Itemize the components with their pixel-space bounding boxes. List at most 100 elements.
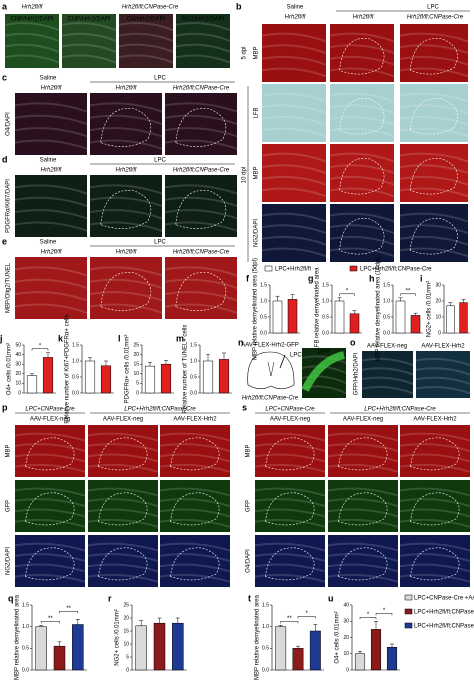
error-bar [275, 295, 280, 301]
error-bar [374, 621, 378, 630]
y-tick-label: 30 [15, 362, 21, 368]
texture [415, 376, 471, 385]
bar [287, 299, 298, 334]
y-tick-label: 40 [343, 602, 349, 608]
y-tick-label: 10 [15, 381, 21, 387]
micrograph [90, 175, 162, 237]
texture [361, 357, 414, 367]
texture [89, 291, 163, 302]
texture [61, 54, 117, 64]
y-tick-label: 1.5 [262, 602, 269, 608]
label: CNP/Hrh2/DAPI [10, 17, 53, 23]
texture [399, 432, 471, 442]
texture [399, 487, 471, 497]
texture [329, 55, 395, 66]
error-bar [337, 297, 342, 301]
texture [14, 453, 86, 463]
error-bar [461, 299, 466, 303]
texture [327, 573, 399, 583]
micrograph [62, 14, 116, 68]
panel-letter: q [8, 593, 14, 603]
texture [261, 152, 327, 163]
texture [14, 487, 86, 497]
texture [4, 54, 60, 64]
texture [87, 443, 159, 452]
legend-label: LPC+Hrh2fl/fl;CNPase-Cre [360, 267, 432, 273]
texture [399, 115, 469, 126]
lesion-outline [410, 547, 460, 581]
texture [164, 266, 238, 277]
y-tick-label: 0.0 [260, 330, 267, 336]
texture [164, 278, 238, 289]
texture [261, 44, 327, 54]
label: Saline [40, 76, 57, 82]
label: Hrh2fl/fl;CNPase-Cre [242, 396, 299, 402]
label: GFP/Hrh2/DAPI [354, 352, 360, 395]
y-axis-label: LFB relative demyelinated area [315, 267, 321, 351]
micrograph [362, 351, 413, 398]
texture [164, 221, 238, 232]
micrograph [160, 425, 230, 477]
label: Saline [287, 5, 304, 11]
texture [254, 553, 326, 562]
lesion-outline [98, 492, 148, 526]
panel-letter: i [420, 273, 423, 283]
texture [399, 453, 471, 463]
texture [261, 92, 327, 103]
texture [361, 376, 414, 385]
texture [159, 463, 231, 473]
y-tick-label: 30 [343, 619, 349, 625]
texture [87, 432, 159, 442]
lesion-outline [175, 108, 227, 147]
y-tick-label: 1.5 [22, 602, 29, 608]
lesion-outline [170, 547, 220, 581]
texture [399, 235, 469, 246]
y-tick-label: 1.0 [22, 624, 29, 630]
bar [386, 647, 398, 671]
lesion-outline [339, 158, 385, 195]
texture [301, 375, 347, 384]
label: Hrh2fl/fl;CNPase-Cre [173, 86, 230, 92]
label: MBP [254, 46, 260, 59]
micrograph [330, 84, 394, 142]
texture [415, 386, 471, 395]
texture [327, 487, 399, 497]
texture [14, 463, 86, 473]
error-bar [148, 362, 152, 367]
texture [164, 184, 238, 195]
significance-bracket [280, 621, 299, 624]
significance-label: ** [48, 616, 53, 622]
texture [399, 542, 471, 552]
significance-bracket [359, 617, 377, 620]
y-tick-label: 0.0 [22, 667, 29, 673]
micrograph [15, 425, 85, 477]
label: AAV-FLEX-neg [367, 344, 407, 350]
micrograph [328, 480, 398, 532]
texture [329, 152, 395, 163]
panel-letter: n [238, 337, 244, 347]
texture [89, 303, 163, 314]
texture [261, 104, 327, 114]
legend-label: LPC+CNPase-Cre +AAV-FLEX-neg [414, 596, 474, 602]
y-tick-label: 20 [133, 352, 139, 358]
texture [361, 386, 414, 395]
micrograph [165, 257, 237, 319]
label: GFP [246, 500, 252, 512]
label: Hrh2fl/fl;CNPase-Cre [122, 5, 179, 11]
texture [14, 498, 86, 507]
significance-label: * [383, 608, 386, 614]
texture [175, 22, 231, 32]
micrograph [88, 535, 158, 587]
panel-letter: k [58, 333, 64, 343]
texture [14, 102, 88, 113]
y-axis-label: NG2+ cells /0.01mm² [115, 609, 121, 666]
panel-letter: c [2, 72, 7, 82]
texture [261, 55, 327, 66]
texture [399, 553, 471, 562]
texture [87, 508, 159, 518]
texture [261, 32, 327, 43]
label: Hrh2fl/fl [22, 5, 43, 11]
label: MBP/Olig2/TUNEL [6, 262, 12, 313]
y-tick-label: 0.0 [72, 390, 79, 396]
